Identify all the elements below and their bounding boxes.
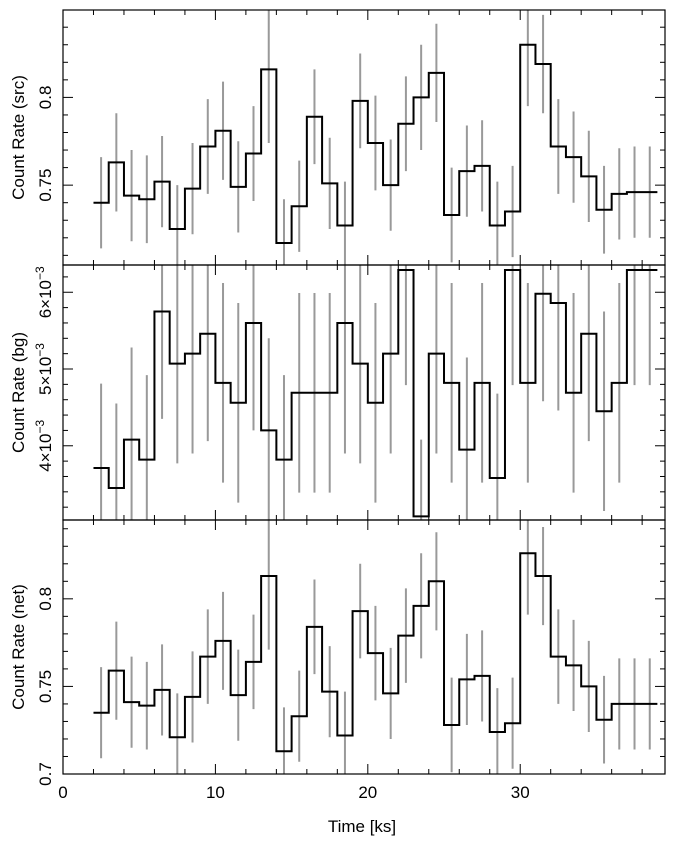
y-axis-label-bg: Count Rate (bg)	[9, 332, 28, 453]
y-axis-label-src: Count Rate (src)	[9, 75, 28, 200]
axes-frame-layer	[62, 9, 666, 775]
histogram-line-src	[93, 43, 658, 245]
x-tick-label: 0	[58, 783, 67, 802]
y-tick-label-net: 0.7	[36, 762, 55, 786]
histogram-line-bg	[93, 268, 658, 518]
x-axis-label: Time [ks]	[328, 817, 396, 836]
y-tick-label-net: 0.8	[36, 587, 55, 611]
x-tick-label: 20	[358, 783, 377, 802]
y-tick-label-bg: 5×10−3	[33, 343, 55, 395]
panel-frame-src	[62, 9, 666, 266]
x-tick-label: 30	[511, 783, 530, 802]
y-tick-label-bg: 6×10−3	[33, 266, 55, 318]
y-tick-label-src: 0.8	[36, 86, 55, 110]
y-axis-label-net: Count Rate (net)	[9, 584, 28, 710]
y-tick-label-net: 0.75	[36, 670, 55, 703]
histogram-line-net	[93, 552, 658, 753]
y-tick-label-bg: 4×10−3	[33, 419, 55, 471]
panel-frame-net	[62, 519, 666, 775]
y-tick-label-src: 0.75	[36, 169, 55, 202]
x-tick-label: 10	[206, 783, 225, 802]
histogram-layer	[93, 43, 658, 753]
labels-layer: 0.75 0.8 Count Rate (src) 4×10−3 5×10−3 6×10−…	[9, 75, 530, 802]
